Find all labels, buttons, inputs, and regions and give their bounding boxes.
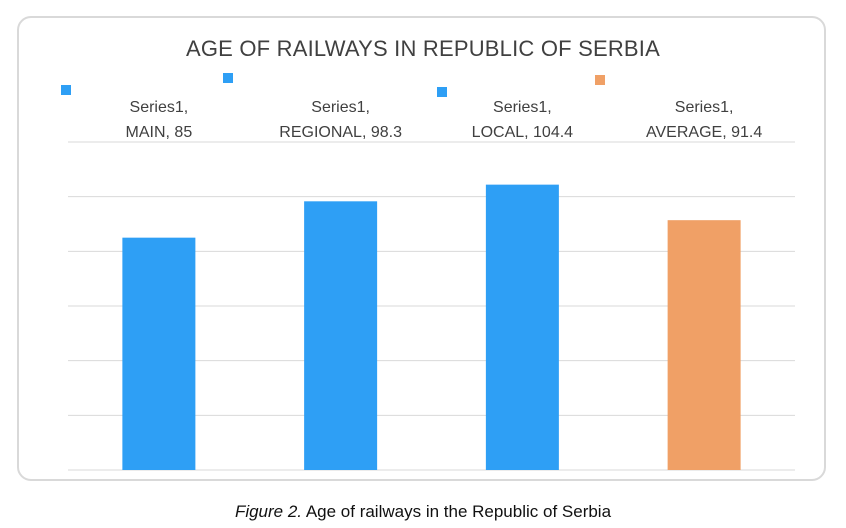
data-label-key-local <box>437 87 447 97</box>
bar-regional <box>304 201 378 470</box>
data-label-key-main <box>61 85 71 95</box>
figure-caption: Figure 2. Age of railways in the Republi… <box>0 502 846 522</box>
bar-main <box>122 237 196 470</box>
data-label-local-line2: LOCAL, 104.4 <box>472 124 574 141</box>
data-label-regional-line2: REGIONAL, 98.3 <box>279 124 402 141</box>
caption-prefix: Figure 2. <box>234 502 303 521</box>
data-labels: Series1, MAIN, 85 Series1, REGIONAL, 98.3 Se… <box>61 73 762 141</box>
data-label-key-average <box>595 75 605 85</box>
chart-title: AGE OF RAILWAYS IN REPUBLIC OF SERBIA <box>186 36 660 61</box>
data-label-average-line1: Series1, <box>675 99 734 116</box>
data-label-key-regional <box>223 73 233 83</box>
data-label-local-line1: Series1, <box>493 99 552 116</box>
bar-average <box>667 220 741 470</box>
data-label-main-line2: MAIN, 85 <box>126 124 193 141</box>
caption-text: Age of railways in the Republic of Serbi… <box>302 502 612 521</box>
data-label-main-line1: Series1, <box>130 99 189 116</box>
bars <box>122 184 741 470</box>
bar-local <box>485 184 559 470</box>
data-label-regional-line1: Series1, <box>311 99 370 116</box>
data-label-average-line2: AVERAGE, 91.4 <box>646 124 762 141</box>
